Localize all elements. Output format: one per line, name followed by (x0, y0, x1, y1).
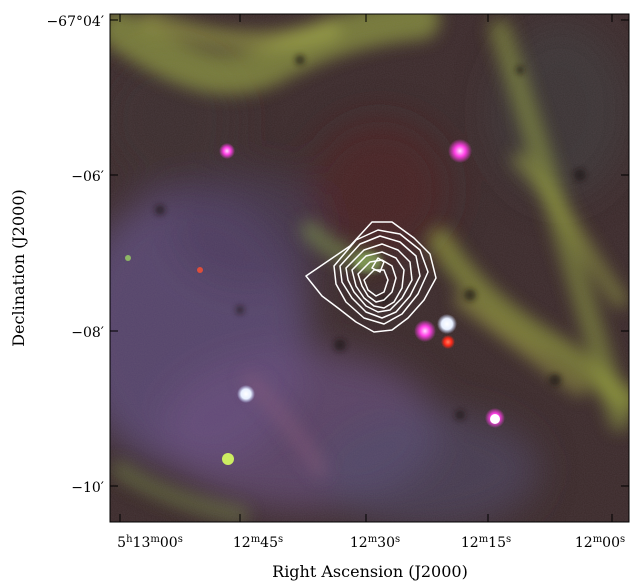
star-red (197, 267, 203, 273)
y-axis-title: Declination (J2000) (9, 189, 28, 347)
intensity-contours (305, 221, 437, 333)
stars (125, 139, 505, 465)
star-magenta (414, 320, 436, 342)
y-tick-label: −08′ (71, 325, 104, 341)
contour-level (339, 235, 421, 319)
y-tick-label: −06′ (71, 169, 104, 185)
contour-level (305, 221, 437, 333)
contour-level (357, 259, 397, 303)
x-tick-label: 12m15s (461, 534, 511, 551)
star-magenta (448, 139, 472, 163)
x-axis (119, 14, 613, 522)
star-magenta (219, 143, 235, 159)
x-tick-label: 12m00s (575, 534, 625, 551)
plot-frame (109, 13, 630, 523)
y-axis (110, 19, 629, 487)
x-tick-label: 5h13m00s (117, 534, 183, 551)
star-white (237, 385, 255, 403)
star-red (441, 335, 455, 349)
x-tick-label: 12m45s (233, 534, 283, 551)
x-axis-title: Right Ascension (J2000) (272, 562, 468, 581)
sky-image (110, 14, 629, 522)
star-green (125, 255, 131, 261)
star-white (437, 314, 457, 334)
contour-level (333, 229, 429, 325)
contour-level (345, 243, 413, 313)
star-green (222, 453, 234, 465)
star-white (490, 414, 500, 424)
contour-level (351, 251, 405, 309)
y-tick-label: −67°04′ (46, 14, 104, 30)
y-tick-label: −10′ (71, 480, 104, 496)
x-tick-label: 12m30s (350, 534, 400, 551)
contour-level (371, 257, 385, 273)
